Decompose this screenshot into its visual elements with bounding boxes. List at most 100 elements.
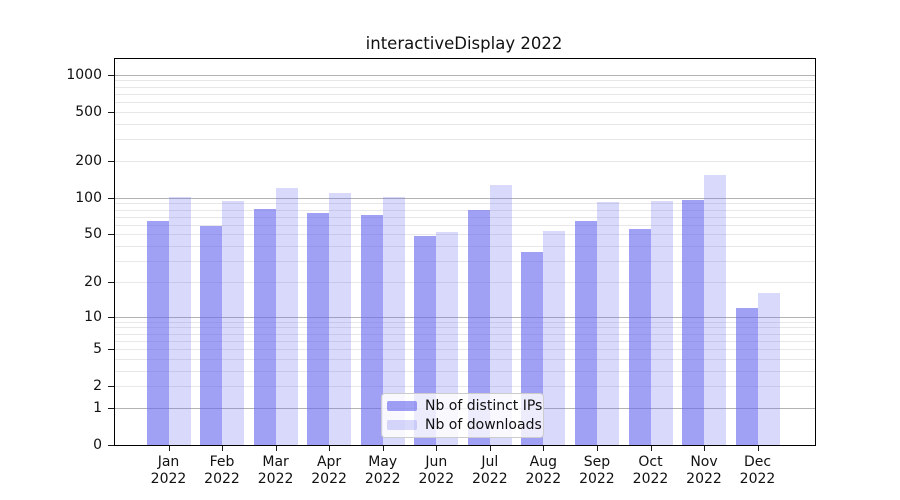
y-tick-100	[108, 197, 114, 199]
x-tick-aug	[543, 446, 545, 451]
bar-downloads-jul	[489, 185, 512, 445]
x-tick-label-jan: Jan 2022	[150, 454, 187, 487]
chart-title: interactiveDisplay 2022	[365, 34, 563, 53]
bars-layer	[115, 59, 815, 445]
legend-item-distinct-ips: Nb of distinct IPs	[387, 398, 542, 414]
x-tick-label-apr: Apr 2022	[311, 454, 347, 487]
x-tick-nov	[704, 446, 706, 451]
y-tick-1000	[108, 74, 114, 76]
gridline-10	[115, 316, 815, 318]
y-tick-5	[108, 349, 114, 351]
gridline-3	[115, 370, 815, 372]
legend-item-downloads: Nb of downloads	[387, 417, 542, 433]
y-tick-label-5: 5	[93, 341, 102, 357]
y-tick-50	[108, 234, 114, 236]
gridline-8	[115, 327, 815, 329]
x-tick-label-jun: Jun 2022	[418, 454, 455, 487]
x-tick-jul	[489, 446, 491, 451]
x-tick-label-aug: Aug 2022	[525, 454, 562, 487]
gridline-50	[115, 234, 815, 236]
gridline-6	[115, 340, 815, 342]
bar-distinct-ips-sep	[574, 220, 597, 445]
x-tick-label-sep: Sep 2022	[579, 454, 615, 487]
gridline-600	[115, 102, 815, 104]
bar-downloads-nov	[704, 175, 726, 445]
bar-downloads-feb	[222, 200, 244, 445]
gridline-9	[115, 321, 815, 323]
y-tick-label-1: 1	[93, 399, 102, 416]
gridline-4	[115, 358, 815, 360]
bar-distinct-ips-mar	[253, 208, 276, 445]
x-tick-may	[382, 446, 384, 451]
bar-distinct-ips-oct	[628, 229, 651, 445]
y-tick-label-1000: 1000	[66, 66, 102, 83]
x-tick-feb	[222, 446, 224, 451]
gridline-700	[115, 93, 815, 95]
gridlines-layer	[115, 59, 815, 445]
y-tick-500	[108, 111, 114, 113]
plot-area: 0 1 2 5 10 20 50 100 200 500 1000 Jan 2022 Feb 2022 Mar…	[66, 58, 816, 487]
x-tick-label-oct: Oct 2022	[632, 454, 669, 487]
bar-downloads-dec	[757, 293, 780, 445]
gridline-800	[115, 86, 815, 88]
y-tick-200	[108, 160, 114, 162]
gridline-70	[115, 216, 815, 218]
y-tick-0	[108, 445, 114, 447]
legend-swatch-downloads	[387, 420, 417, 430]
bar-downloads-oct	[650, 200, 673, 445]
bar-downloads-jun	[436, 232, 459, 445]
y-tick-label-500: 500	[75, 103, 102, 120]
gridline-30	[115, 261, 815, 262]
y-tick-label-10: 10	[84, 308, 102, 325]
x-tick-jun	[436, 446, 438, 451]
bar-distinct-ips-jan	[146, 220, 169, 445]
gridline-200	[115, 160, 815, 162]
x-tick-oct	[650, 446, 652, 451]
gridline-2	[115, 386, 815, 388]
gridline-5	[115, 349, 815, 350]
x-tick-jan	[168, 446, 170, 451]
bar-downloads-jan	[168, 196, 191, 445]
y-tick-label-200: 200	[75, 152, 102, 169]
x-tick-dec	[757, 446, 759, 451]
legend-label-downloads: Nb of downloads	[425, 417, 542, 433]
x-tick-label-dec: Dec 2022	[739, 454, 776, 487]
legend-swatch-distinct-ips	[387, 401, 417, 411]
x-tick-mar	[275, 446, 277, 451]
y-tick-label-20: 20	[84, 273, 102, 290]
bar-distinct-ips-jun	[414, 236, 437, 445]
bar-distinct-ips-may	[360, 215, 383, 445]
bar-distinct-ips-apr	[307, 212, 330, 445]
legend-label-distinct-ips: Nb of distinct IPs	[425, 398, 543, 414]
x-tick-label-may: May 2022	[364, 454, 401, 487]
bar-downloads-mar	[275, 187, 298, 445]
gridline-300	[115, 139, 815, 141]
x-tick-label-mar: Mar 2022	[257, 454, 294, 487]
y-tick-20	[108, 281, 114, 283]
y-tick-label-2: 2	[93, 378, 102, 395]
y-tick-1	[108, 407, 114, 410]
gridline-7	[115, 333, 815, 335]
x-tick-apr	[329, 446, 331, 451]
gridline-20	[115, 281, 815, 283]
y-tick-label-100: 100	[75, 189, 102, 206]
y-tick-label-0: 0	[93, 437, 102, 453]
gridline-1000	[115, 74, 815, 76]
bar-distinct-ips-jul	[467, 210, 490, 445]
bar-distinct-ips-nov	[682, 199, 704, 445]
axes-ticks-layer: 0 1 2 5 10 20 50 100 200 500 1000 Jan 2022 Feb 2022 Mar…	[66, 59, 815, 487]
bar-distinct-ips-dec	[735, 307, 758, 445]
gridline-900	[115, 80, 815, 82]
bar-downloads-apr	[329, 192, 352, 445]
y-tick-2	[108, 386, 114, 388]
gridline-100	[115, 197, 815, 199]
gridline-400	[115, 123, 815, 125]
x-tick-sep	[596, 446, 599, 451]
gridline-80	[115, 209, 815, 211]
gridline-60	[115, 224, 815, 226]
bar-downloads-aug	[543, 231, 566, 445]
gridline-40	[115, 246, 815, 247]
y-tick-label-50: 50	[84, 226, 102, 243]
x-tick-label-jul: Jul 2022	[471, 454, 508, 487]
gridline-500	[115, 111, 815, 113]
